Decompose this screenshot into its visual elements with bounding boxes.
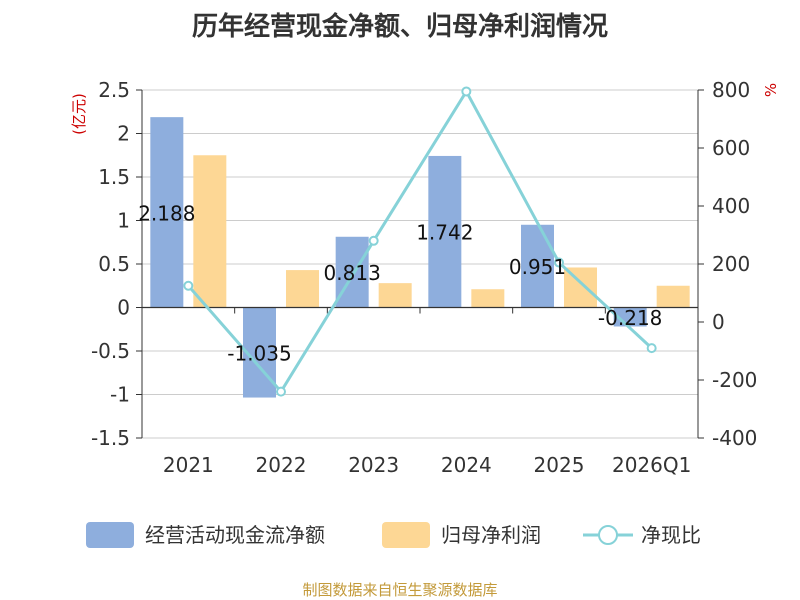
cashflow-data-label: 2.188 bbox=[138, 201, 195, 225]
category-label: 2024 bbox=[441, 453, 492, 477]
right-tick-label: 600 bbox=[712, 136, 750, 160]
cashflow-bar bbox=[521, 224, 554, 308]
legend: 经营活动现金流净额 归母净利润 净现比 bbox=[86, 522, 701, 548]
net-profit-bar bbox=[193, 155, 227, 308]
legend-cashflow-swatch bbox=[86, 522, 134, 548]
net-profit-bar bbox=[656, 285, 690, 308]
cashflow-data-label: -0.218 bbox=[598, 306, 662, 330]
cashflow-data-label: -1.035 bbox=[227, 342, 291, 366]
right-tick-label: 200 bbox=[712, 252, 750, 276]
left-tick-label: -1.5 bbox=[91, 426, 130, 450]
left-tick-label: -0.5 bbox=[91, 339, 130, 363]
left-tick-label: -1 bbox=[110, 383, 130, 407]
right-tick-label: 0 bbox=[712, 310, 725, 334]
ratio-point bbox=[183, 280, 194, 291]
cashflow-data-label: 1.742 bbox=[416, 221, 473, 245]
right-tick-label: 400 bbox=[712, 194, 750, 218]
data-labels: 2.188 -1.035 0.813 1.742 0.951 -0.218 bbox=[138, 201, 662, 365]
legend-profit-swatch bbox=[382, 522, 430, 548]
left-unit-label: (亿元) bbox=[70, 93, 88, 135]
net-profit-bar bbox=[471, 289, 505, 308]
legend-ratio-marker bbox=[598, 525, 618, 545]
category-label: 2021 bbox=[163, 453, 214, 477]
cashflow-bar bbox=[150, 117, 184, 308]
legend-ratio-label: 净现比 bbox=[641, 523, 701, 547]
ratio-point bbox=[554, 257, 564, 268]
ratio-point bbox=[461, 86, 472, 97]
legend-profit-label: 归母净利润 bbox=[441, 523, 541, 547]
cashflow-data-label: 0.813 bbox=[324, 261, 381, 285]
cashflow-bar bbox=[428, 155, 462, 308]
chart-title: 历年经营现金净额、归母净利润情况 bbox=[191, 12, 608, 42]
cashflow-data-label: 0.951 bbox=[509, 255, 566, 279]
right-unit-label: % bbox=[762, 83, 780, 97]
left-tick-label: 1.5 bbox=[98, 165, 130, 189]
category-label: 2026Q1 bbox=[612, 453, 691, 477]
right-tick-label: -200 bbox=[712, 368, 757, 392]
ratio-line bbox=[183, 86, 657, 397]
left-tick-label: 0 bbox=[117, 296, 130, 320]
category-label: 2023 bbox=[348, 453, 399, 477]
net-profit-bar bbox=[378, 283, 412, 308]
left-tick-label: 0.5 bbox=[98, 252, 130, 276]
left-tick-label: 1 bbox=[117, 209, 130, 233]
net-profit-bar bbox=[286, 270, 319, 308]
axes: 2.5 2 1.5 1 0.5 0 -0.5 -1 -1.5 800 600 400 200 0 -200 -… bbox=[70, 78, 780, 477]
right-tick-label: -400 bbox=[712, 426, 757, 450]
ratio-point bbox=[646, 343, 657, 354]
right-tick-label: 800 bbox=[712, 78, 750, 102]
category-label: 2022 bbox=[256, 453, 307, 477]
left-tick-label: 2.5 bbox=[98, 78, 130, 102]
legend-cashflow-label: 经营活动现金流净额 bbox=[145, 523, 325, 547]
source-note: 制图数据来自恒生聚源数据库 bbox=[302, 581, 498, 599]
left-tick-label: 2 bbox=[117, 122, 130, 146]
category-label: 2025 bbox=[534, 453, 585, 477]
ratio-polyline bbox=[187, 88, 653, 395]
ratio-point bbox=[368, 235, 379, 246]
ratio-point bbox=[276, 386, 286, 397]
